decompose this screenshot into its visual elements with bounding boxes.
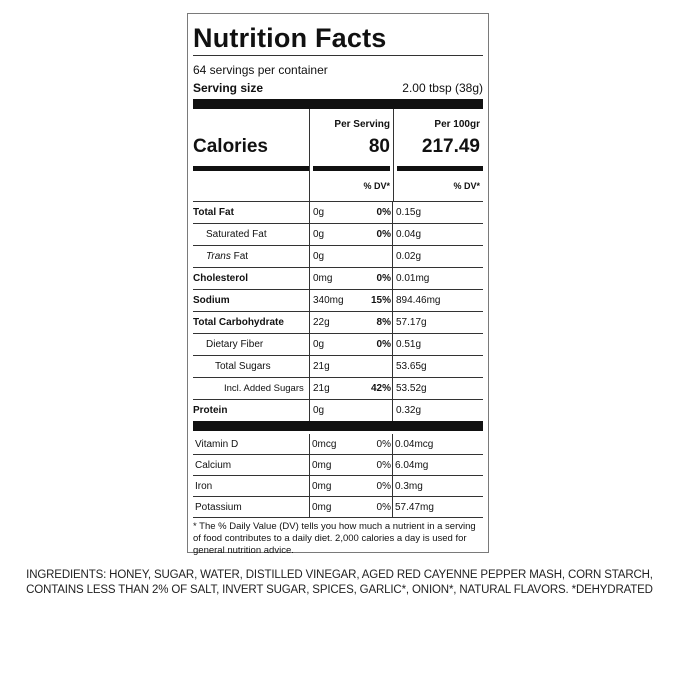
vitamin-name: Calcium <box>195 459 232 471</box>
dv-header: % DV* <box>453 181 480 191</box>
nutrient-dv: 0% <box>376 273 391 284</box>
per-100g-header: Per 100gr <box>434 119 480 130</box>
vitamin-name: Iron <box>195 480 213 492</box>
nutrient-per-100g: 0.51g <box>392 334 483 355</box>
vitamin-dv: 0% <box>376 480 391 492</box>
calories-block: Calories Per Serving 80 Per 100gr 217.49 <box>193 109 483 171</box>
nutrient-amount: 0g <box>309 400 369 421</box>
nutrient-row: Total Sugars 21g 53.65g <box>193 355 483 377</box>
vitamin-row: Calcium 0mg 0% 6.04mg <box>193 454 483 475</box>
vitamin-amount: 0mg <box>309 455 369 475</box>
nutrient-amount: 21g <box>309 356 369 377</box>
nutrient-row: Cholesterol 0mg 0% 0.01mg <box>193 267 483 289</box>
nutrient-amount: 22g <box>309 312 369 333</box>
ingredients-line: CONTAINS LESS THAN 2% OF SALT, INVERT SU… <box>26 584 653 596</box>
calories-per-serving: 80 <box>368 136 390 157</box>
nutrient-dv <box>369 246 392 267</box>
ingredients-line: INGREDIENTS: HONEY, SUGAR, WATER, DISTIL… <box>26 569 653 581</box>
nutrient-name: Dietary Fiber <box>206 339 264 350</box>
nutrient-dv <box>369 400 392 421</box>
nutrient-dv <box>369 356 392 377</box>
nutrient-dv: 0% <box>376 339 391 350</box>
serving-size-label: Serving size <box>193 81 264 95</box>
vitamin-dv: 0% <box>376 459 391 471</box>
divider <box>193 55 483 56</box>
dv-header: % DV* <box>363 181 390 191</box>
nutrient-row: Dietary Fiber 0g 0% 0.51g <box>193 333 483 355</box>
servings-per-container: 64 servings per container <box>193 63 328 77</box>
calories-per-100g: 217.49 <box>421 136 480 157</box>
serving-size-value: 2.00 tbsp (38g) <box>402 81 483 95</box>
nutrient-amount: 0g <box>309 334 369 355</box>
nutrient-table: Total Fat 0g 0% 0.15g Saturated Fat 0g 0… <box>193 201 483 421</box>
nutrient-dv: 8% <box>376 317 391 328</box>
nutrient-per-100g: 0.15g <box>392 202 483 223</box>
vitamin-dv: 0% <box>376 438 391 450</box>
nutrient-row: Saturated Fat 0g 0% 0.04g <box>193 223 483 245</box>
nutrient-name: Cholesterol <box>193 273 249 284</box>
nutrient-row: Total Fat 0g 0% 0.15g <box>193 201 483 223</box>
serving-size-row: Serving size 2.00 tbsp (38g) <box>193 79 483 97</box>
footnote: * The % Daily Value (DV) tells you how m… <box>193 517 483 557</box>
nutrient-name: Saturated Fat <box>206 229 267 240</box>
nutrient-name: Total Carbohydrate <box>193 317 284 328</box>
nutrient-dv: 0% <box>376 207 391 218</box>
nutrient-name: Sodium <box>193 295 230 306</box>
nutrient-per-100g: 0.02g <box>392 246 483 267</box>
calories-bar <box>397 166 483 171</box>
vitamin-row: Iron 0mg 0% 0.3mg <box>193 475 483 496</box>
calories-label: Calories <box>193 136 268 157</box>
nutrient-amount: 0g <box>309 202 369 223</box>
nutrient-row: Trans Fat 0g 0.02g <box>193 245 483 267</box>
nutrient-row: Total Carbohydrate 22g 8% 57.17g <box>193 311 483 333</box>
nutrient-amount: 0mg <box>309 268 369 289</box>
label-title: Nutrition Facts <box>193 23 387 53</box>
vitamin-dv: 0% <box>376 501 391 513</box>
per-serving-header: Per Serving <box>334 119 390 130</box>
nutrient-amount: 21g <box>309 378 369 399</box>
nutrient-name: Total Sugars <box>215 361 271 372</box>
vitamin-table: Vitamin D 0mcg 0% 0.04mcg Calcium 0mg 0%… <box>193 431 483 517</box>
thick-divider <box>193 421 483 431</box>
nutrition-facts-label: Nutrition Facts 64 servings per containe… <box>187 13 489 556</box>
vitamin-row: Potassium 0mg 0% 57.47mg <box>193 496 483 517</box>
nutrient-per-100g: 0.01mg <box>392 268 483 289</box>
nutrient-amount: 340mg <box>309 290 369 311</box>
vitamin-amount: 0mcg <box>309 434 369 454</box>
vitamin-per-100g: 57.47mg <box>392 497 483 517</box>
nutrient-row: Protein 0g 0.32g <box>193 399 483 421</box>
nutrient-per-100g: 0.04g <box>392 224 483 245</box>
vitamin-name: Potassium <box>195 501 242 513</box>
vitamin-amount: 0mg <box>309 476 369 496</box>
nutrient-name: Protein <box>193 405 228 416</box>
nutrient-dv: 15% <box>370 295 391 306</box>
trans-rest: Fat <box>230 251 249 262</box>
nutrient-dv: 0% <box>376 229 391 240</box>
nutrient-per-100g: 0.32g <box>392 400 483 421</box>
nutrient-name: Trans Fat <box>193 246 309 267</box>
vitamin-row: Vitamin D 0mcg 0% 0.04mcg <box>193 434 483 454</box>
nutrient-amount: 0g <box>309 224 369 245</box>
vitamin-per-100g: 0.3mg <box>392 476 483 496</box>
nutrient-per-100g: 53.52g <box>392 378 483 399</box>
vitamin-per-100g: 0.04mcg <box>392 434 483 454</box>
nutrient-per-100g: 57.17g <box>392 312 483 333</box>
trans-italic: Trans <box>206 251 231 262</box>
dv-header-row: % DV* % DV* <box>193 171 483 201</box>
nutrient-dv: 42% <box>370 383 391 394</box>
calories-bar <box>313 166 390 171</box>
thick-divider <box>193 99 483 109</box>
nutrient-per-100g: 53.65g <box>392 356 483 377</box>
ingredients-text: INGREDIENTS: HONEY, SUGAR, WATER, DISTIL… <box>0 568 679 598</box>
nutrient-name: Incl. Added Sugars <box>224 383 304 394</box>
nutrient-row: Incl. Added Sugars 21g 42% 53.52g <box>193 377 483 399</box>
nutrient-per-100g: 894.46mg <box>392 290 483 311</box>
nutrient-name: Total Fat <box>193 207 234 218</box>
vitamin-per-100g: 6.04mg <box>392 455 483 475</box>
nutrient-row: Sodium 340mg 15% 894.46mg <box>193 289 483 311</box>
nutrient-amount: 0g <box>309 246 369 267</box>
calories-bar <box>193 166 309 171</box>
vitamin-amount: 0mg <box>309 497 369 517</box>
vitamin-name: Vitamin D <box>195 438 239 450</box>
